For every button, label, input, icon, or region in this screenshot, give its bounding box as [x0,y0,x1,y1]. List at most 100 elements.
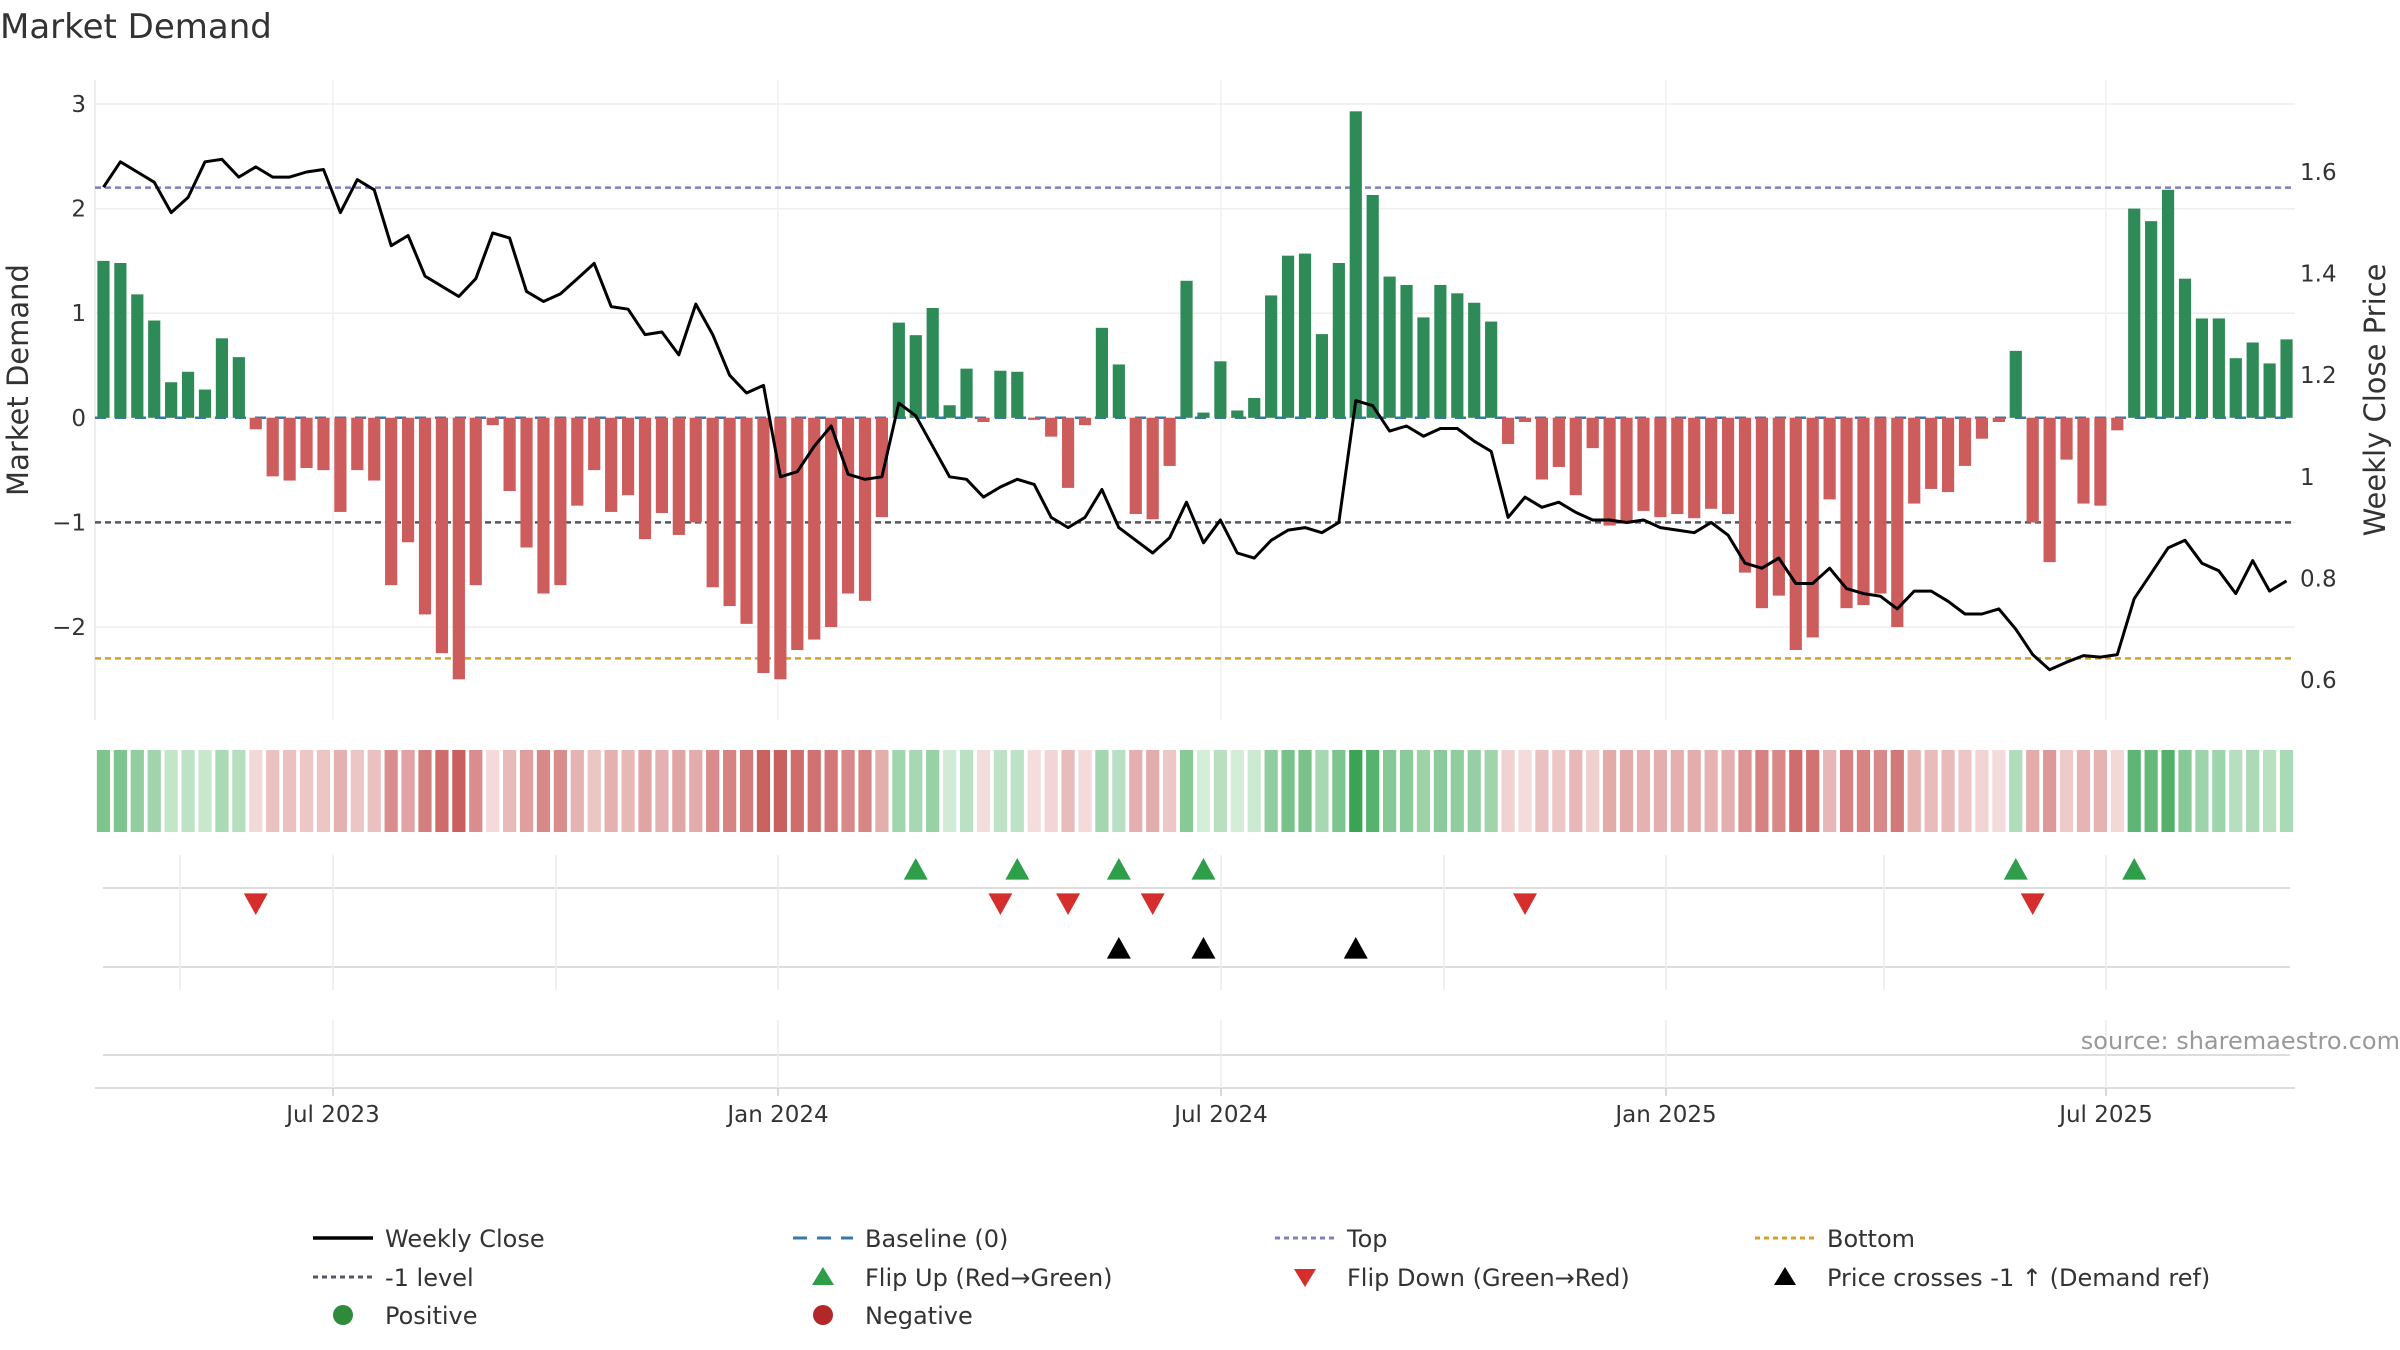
demand-bar-negative [1078,417,1092,426]
heat-cell [316,750,331,832]
demand-bar-negative [1721,417,1735,515]
heat-cell [2161,750,2175,832]
demand-bar-negative [503,417,516,492]
heat-cell [367,750,381,832]
demand-bar-negative [1045,417,1058,437]
demand-bar-negative [621,417,635,496]
y-axis-right-label: Weekly Close Price [2358,264,2392,537]
heat-cell [1586,750,1600,832]
heat-cell [756,750,771,832]
demand-bar-negative [689,417,702,523]
heat-cell [536,750,551,832]
heat-cell [1518,750,1532,832]
y-right-tick-label: 1.2 [2300,363,2337,389]
heat-cell [1179,750,1194,832]
demand-bar-positive [114,262,127,418]
demand-bar-positive [181,371,195,418]
demand-bar-negative [1840,417,1853,609]
legend-item: Bottom [1755,1225,1915,1253]
heat-cell [1823,750,1837,832]
demand-bar-positive [1298,253,1312,418]
demand-bar-positive [2280,339,2293,418]
heat-cell [1636,750,1651,832]
heat-cell [384,750,398,832]
demand-bar-negative [452,417,465,680]
demand-bar-positive [1417,317,1430,418]
demand-bar-negative [520,417,533,548]
heat-cell [2043,750,2057,832]
heat-cell [587,750,601,832]
legend-label: -1 level [385,1264,474,1292]
heat-cell [638,750,652,832]
heat-cell [1806,750,1820,832]
heat-cell [1704,750,1718,832]
y-right-tick-label: 1.4 [2300,262,2337,288]
demand-bar-positive [198,389,212,418]
heat-cell [2178,750,2192,832]
heat-cell [1535,750,1549,832]
heat-cell [435,750,449,832]
heat-cell [1721,750,1735,832]
demand-bar-positive [1349,111,1362,418]
legend-label: Positive [385,1302,478,1330]
heat-cell [1958,750,1972,832]
demand-bar-negative [537,417,550,594]
demand-bar-negative [977,417,990,422]
heat-cell [1603,750,1617,832]
heat-cell [723,750,737,832]
heat-cell [469,750,483,832]
flip-up-marker [2003,858,2028,880]
y-left-tick-label: 3 [71,92,86,118]
heat-cell [2246,750,2260,832]
demand-bar-positive [1265,295,1278,418]
demand-bar-negative [723,417,736,607]
x-tick-label: Jan 2024 [725,1102,828,1128]
demand-bar-negative [1028,417,1041,420]
demand-bar-negative [300,417,313,469]
flip-up-marker [1106,858,1131,880]
heat-cell [1755,750,1769,832]
demand-bar-negative [825,417,838,627]
legend-label: Top [1346,1225,1388,1253]
heat-cell [1044,750,1058,832]
demand-bar-negative [1908,417,1921,504]
demand-bar-negative [554,417,567,586]
heat-cell [1433,750,1447,832]
flip-markers [95,855,2295,1089]
demand-bar-positive [892,322,905,418]
demand-bar-negative [774,417,787,680]
heat-cell [1552,750,1566,832]
demand-bar-positive [1214,361,1227,418]
demand-bar-positive [2212,318,2225,418]
demand-bar-negative [1654,417,1667,518]
heat-cell [1196,750,1211,832]
demand-bar-negative [672,417,685,535]
heat-cell [1941,750,1955,832]
heat-cell [604,750,618,832]
heat-cell [672,750,686,832]
heat-cell [283,750,297,832]
weekly-close-line [102,157,2288,672]
heat-cell [2229,750,2243,832]
legend-swatch-triangle-up [1774,1267,1796,1285]
demand-bar-positive [1451,293,1464,418]
demand-bar-negative [1501,417,1515,444]
x-tick-label: Jul 2025 [2057,1102,2153,1128]
demand-bar-negative [1891,417,1904,627]
heat-cell [1281,750,1295,832]
heat-cell [2212,750,2226,832]
demand-bar-negative [2043,417,2056,563]
heat-cell [164,750,178,832]
heat-cell [1789,750,1803,832]
demand-heat-strip [96,750,2294,832]
heat-cell [299,750,314,832]
flip-down-marker [2020,893,2045,915]
demand-bar-positive [232,357,245,418]
heat-cell [1078,750,1092,832]
heat-cell [976,750,991,832]
demand-bar-negative [706,417,719,588]
y-right-tick-label: 1 [2300,465,2315,491]
heat-cell [773,750,787,832]
demand-bar-positive [2229,358,2242,418]
